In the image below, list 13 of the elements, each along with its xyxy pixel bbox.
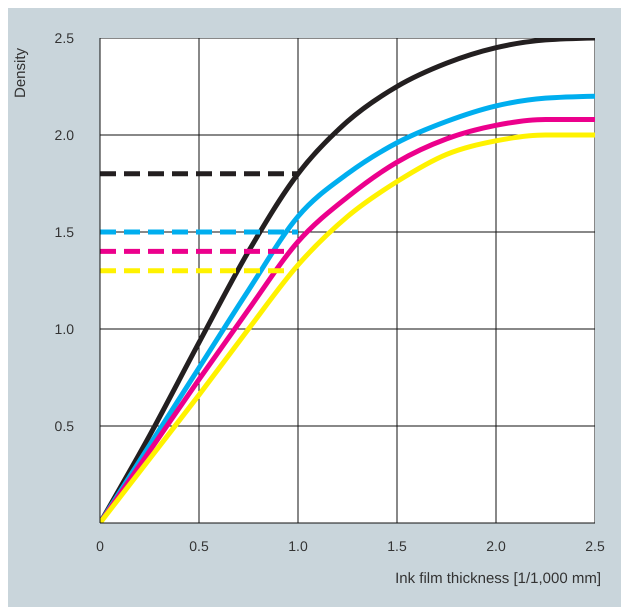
y-tick-label: 1.5 [54, 224, 74, 240]
y-tick-label: 2.5 [54, 30, 74, 46]
x-axis-title: Ink film thickness [1/1,000 mm] [395, 570, 601, 587]
x-tick-label: 0 [96, 538, 104, 554]
x-tick-label: 1.0 [288, 538, 308, 554]
x-tick-label: 2.0 [486, 538, 506, 554]
x-tick-label: 1.5 [387, 538, 407, 554]
x-tick-label: 2.5 [585, 538, 605, 554]
x-tick-label: 0.5 [189, 538, 209, 554]
y-axis-title: Density [12, 48, 29, 98]
y-tick-label: 2.0 [54, 126, 74, 143]
y-tick-label: 1.0 [54, 320, 74, 337]
y-tick-label: 0.5 [54, 418, 74, 434]
